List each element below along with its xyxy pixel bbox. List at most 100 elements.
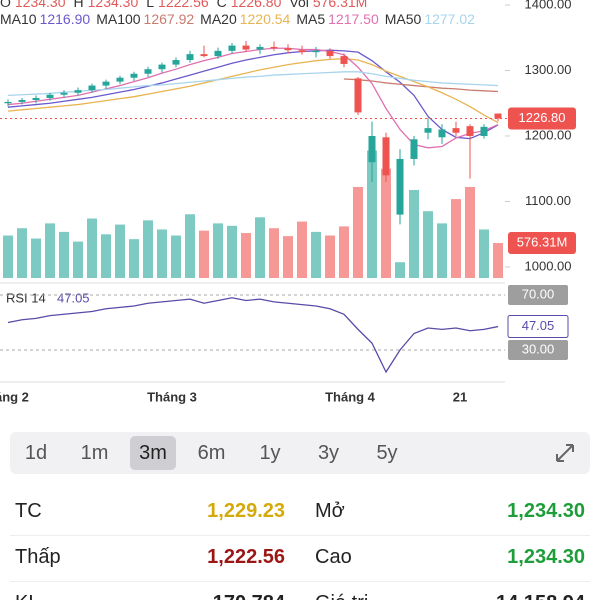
row-divider (10, 535, 590, 536)
ma-name: MA20 (200, 11, 237, 27)
volume-bar (171, 235, 181, 278)
candle-body (4, 101, 12, 104)
range-button[interactable]: 6m (197, 442, 226, 464)
candle-body (60, 92, 68, 95)
candle-body (452, 128, 460, 133)
y-tick-label: 1000.00 (525, 258, 572, 273)
expand-icon[interactable] (553, 441, 577, 465)
stat-label: Thấp (15, 546, 61, 568)
volume-bar (227, 225, 237, 278)
stat-label: Mở (315, 500, 345, 522)
candle-body (256, 46, 264, 50)
range-button[interactable]: 5y (376, 442, 398, 464)
range-button[interactable]: 3m (130, 436, 176, 470)
candle-body (284, 48, 292, 51)
ma-value: 1216.90 (39, 11, 91, 27)
candle-body (46, 94, 54, 99)
volume-bar (143, 220, 153, 278)
volume-bar (269, 228, 279, 278)
x-tick-label: Tháng 3 (147, 389, 197, 404)
rsi-value: 47.05 (57, 290, 90, 305)
volume-bar (129, 239, 139, 278)
ma-value: 1220.54 (239, 11, 291, 27)
volume-bar (17, 228, 27, 278)
volume-bar (59, 231, 69, 278)
volume-bar (199, 230, 209, 278)
y-tick-label: 1400.00 (525, 0, 572, 11)
stat-value: 1,229.23 (207, 500, 285, 522)
candle-body (340, 56, 348, 64)
candle-body (130, 73, 138, 78)
volume-bar (367, 150, 377, 278)
volume-bar (45, 223, 55, 278)
volume-bar (465, 186, 475, 278)
ohlc-label: H (73, 0, 84, 10)
candle-body (326, 50, 334, 57)
candle-body (172, 60, 180, 65)
ohlc-label: Vol (289, 0, 309, 10)
rsi-box (507, 315, 569, 339)
ma-name: MA100 (96, 11, 141, 27)
ma-line (7, 49, 499, 140)
stat-value: 1,234.30 (507, 500, 585, 522)
rsi-line (7, 297, 499, 374)
candle-body (200, 54, 208, 57)
stat-value: 14,158.94 (496, 592, 585, 600)
ohlc-row: O 1234.30 H 1234.30 L 1222.56 C 1226.80 Vol 576.3… (0, 0, 375, 10)
candle-body (494, 113, 502, 119)
y-tick-label: 1200.00 (525, 127, 572, 142)
range-button[interactable]: 3y (317, 442, 340, 464)
candle-body (354, 78, 362, 113)
stat-value: 1,222.56 (207, 546, 285, 568)
volume-bar (283, 236, 293, 278)
stat-value: 1,234.30 (507, 546, 585, 568)
volume-bar (73, 241, 83, 278)
volume-box (508, 232, 576, 255)
range-bar: 1d 1m 3m 6m 1y 3y 5y (10, 432, 590, 474)
candle-body (396, 158, 404, 215)
rsi-level-label: 30.00 (522, 341, 555, 356)
volume-bar (479, 229, 489, 278)
range-button[interactable]: 1y (259, 442, 281, 464)
ma-name: MA5 (296, 11, 326, 27)
rsi-box-label: 47.05 (522, 318, 555, 333)
candle-body (242, 45, 250, 50)
candle-body (116, 77, 124, 82)
ohlc-value: 1234.30 (87, 0, 139, 10)
x-tick-label: 21 (453, 389, 467, 404)
ma-value: 1277.02 (424, 11, 475, 27)
stat-label: TC (15, 500, 42, 522)
range-button[interactable]: 1d (24, 442, 48, 464)
volume-bar (395, 262, 405, 278)
candle-body (18, 99, 26, 102)
volume-bar (213, 223, 223, 278)
volume-bar (241, 233, 251, 278)
candle-body (382, 137, 390, 176)
candle-body (368, 136, 376, 163)
volume-bar (353, 186, 363, 278)
rsi-level-box (508, 285, 568, 305)
ma-line (7, 58, 499, 124)
stat-label: Cao (315, 546, 352, 568)
candle-body (410, 139, 418, 159)
volume-bar (423, 211, 433, 278)
ohlc-value: 576.31M (312, 0, 368, 10)
ma-line (7, 71, 499, 97)
volume-bar (325, 235, 335, 278)
candle-body (214, 50, 222, 57)
candle-body (298, 50, 306, 53)
candle-body (74, 90, 82, 93)
candle-body (480, 126, 488, 136)
range-button[interactable]: 1m (80, 442, 109, 464)
volume-bar (101, 234, 111, 278)
candle-body (88, 85, 96, 91)
candle-body (438, 129, 446, 138)
last-price-box (508, 107, 576, 130)
ohlc-value: 1226.80 (230, 0, 282, 10)
ma-name: MA50 (384, 11, 422, 27)
rsi-level-label: 70.00 (522, 286, 555, 301)
volume-bar (115, 224, 125, 278)
volume-bar (87, 218, 97, 278)
volume-bar (157, 229, 167, 278)
